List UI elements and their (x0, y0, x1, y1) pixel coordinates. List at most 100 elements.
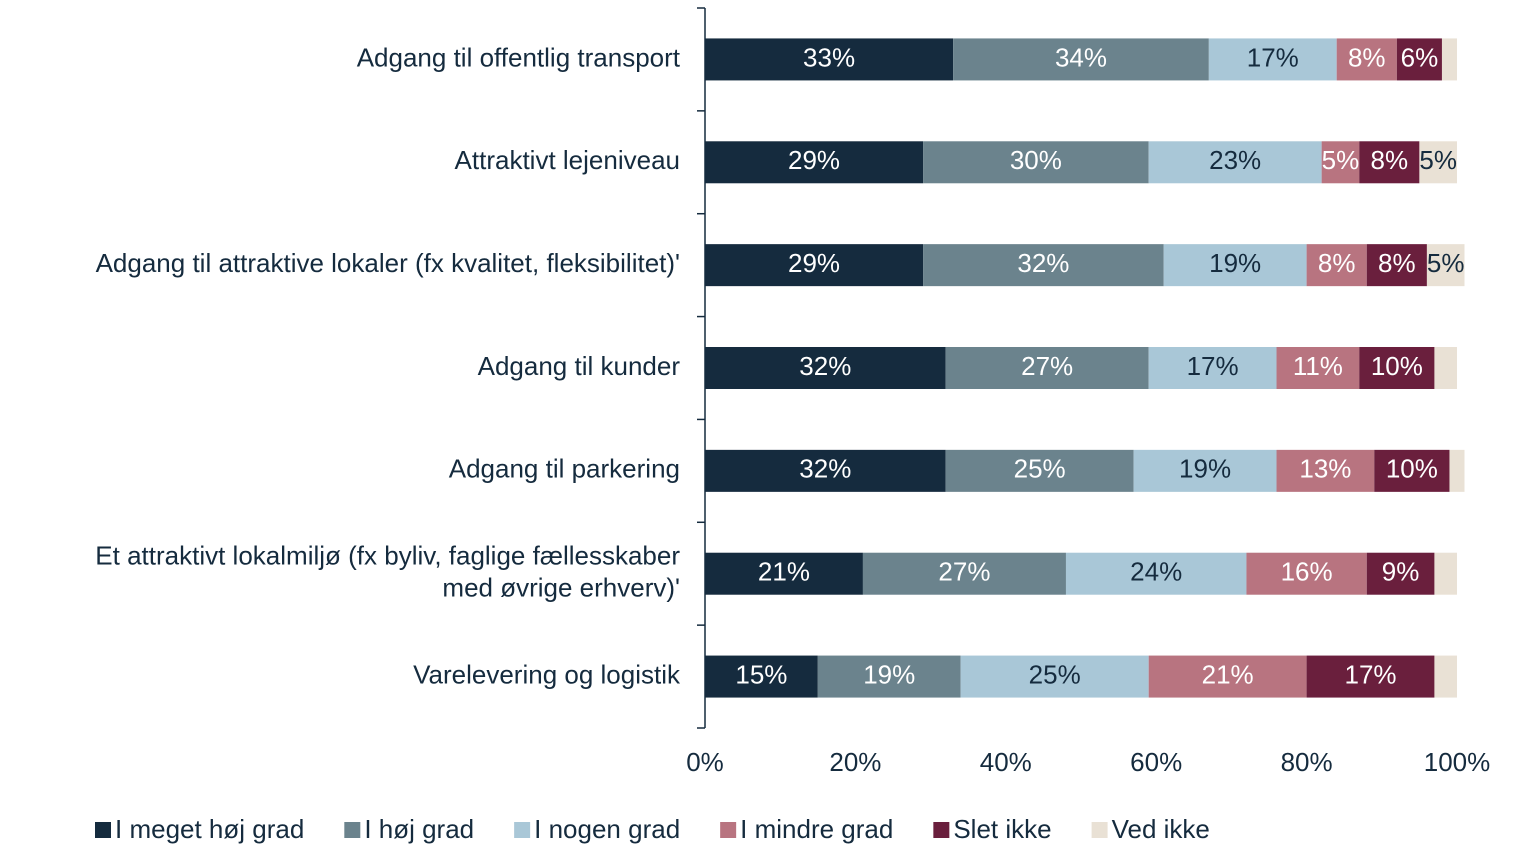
data-label: 17% (1187, 351, 1239, 381)
data-label: 6% (1401, 42, 1439, 72)
legend-label: Slet ikke (953, 814, 1051, 844)
bar-segment (1148, 141, 1322, 184)
data-label: 10% (1371, 351, 1423, 381)
category-label: Adgang til offentlig transport (357, 42, 681, 72)
x-tick-label: 0% (686, 747, 724, 777)
bar-segment (1434, 552, 1457, 595)
legend-label: I høj grad (364, 814, 474, 844)
x-tick-label: 60% (1130, 747, 1182, 777)
data-label: 5% (1419, 145, 1457, 175)
data-label: 8% (1371, 145, 1409, 175)
bar-segment (1374, 449, 1450, 492)
bar-segment (862, 552, 1066, 595)
category-label: Attraktivt lejeniveau (455, 145, 680, 175)
data-label: 11% (1293, 351, 1343, 381)
category-label: Adgang til attraktive lokaler (fx kvalit… (96, 248, 680, 278)
bar-segment (1148, 347, 1277, 389)
data-label: 5% (1427, 248, 1465, 278)
data-label: 25% (1029, 659, 1081, 689)
data-label: 27% (938, 557, 990, 587)
bar-segment (817, 655, 961, 698)
bar-segment (1359, 347, 1435, 389)
x-tick-label: 80% (1281, 747, 1333, 777)
data-label: 17% (1247, 42, 1299, 72)
bar-segment (1434, 655, 1457, 698)
bar-segment (705, 347, 946, 389)
legend-swatch (933, 822, 950, 838)
category-label: Adgang til kunder (478, 351, 681, 381)
category-label: Adgang til parkering (449, 454, 680, 484)
data-label: 23% (1209, 145, 1261, 175)
bar-segment (705, 449, 946, 492)
data-label: 34% (1055, 42, 1107, 72)
bar-segment (945, 449, 1134, 492)
data-label: 8% (1318, 248, 1356, 278)
legend-swatch (344, 822, 361, 838)
bar-segment (1321, 141, 1360, 184)
data-label: 21% (758, 557, 810, 587)
x-tick-label: 40% (980, 747, 1032, 777)
bar-segment (1366, 552, 1435, 595)
data-label: 21% (1202, 659, 1254, 689)
data-label: 32% (799, 454, 851, 484)
bar-segment (1441, 38, 1457, 81)
bar-segment (1396, 38, 1442, 81)
legend-swatch (514, 822, 531, 838)
legend-label: I nogen grad (534, 814, 680, 844)
data-label: 24% (1130, 557, 1182, 587)
data-label: 32% (1017, 248, 1069, 278)
data-label: 29% (788, 248, 840, 278)
bar-segment (1306, 244, 1367, 287)
category-label: Varelevering og logistik (413, 659, 681, 689)
bar-segment (923, 141, 1149, 184)
data-label: 8% (1378, 248, 1416, 278)
data-label: 16% (1281, 557, 1333, 587)
bar-segment (705, 244, 924, 287)
bar-segment (1065, 552, 1247, 595)
bar-segment (705, 655, 818, 698)
legend-swatch (1091, 822, 1108, 838)
data-label: 17% (1344, 659, 1396, 689)
legend-swatch (720, 822, 737, 838)
bar-segment (1419, 141, 1457, 184)
bar-segment (1449, 449, 1465, 492)
bar-segment (1336, 38, 1397, 81)
data-label: 19% (1209, 248, 1261, 278)
data-label: 30% (1010, 145, 1062, 175)
x-tick-label: 100% (1424, 747, 1491, 777)
bar-segment (1366, 244, 1427, 287)
bar-segment (1163, 244, 1307, 287)
bar-segment (945, 347, 1149, 389)
data-label: 15% (735, 659, 787, 689)
bar-segment (960, 655, 1149, 698)
data-label: 9% (1382, 557, 1420, 587)
bar-segment (1276, 347, 1360, 389)
legend-label: Ved ikke (1112, 814, 1210, 844)
bar-segment (705, 552, 863, 595)
bar-segment (1426, 244, 1465, 287)
legend-swatch (95, 822, 111, 838)
data-label: 13% (1299, 454, 1351, 484)
data-label: 33% (803, 42, 855, 72)
data-label: 5% (1322, 145, 1360, 175)
x-tick-label: 20% (829, 747, 881, 777)
bar-segment (705, 141, 924, 184)
data-label: 29% (788, 145, 840, 175)
legend-label: I mindre grad (740, 814, 893, 844)
bar-segment (1133, 449, 1277, 492)
bar-segment (1359, 141, 1420, 184)
data-label: 19% (863, 659, 915, 689)
bar-segment (1306, 655, 1435, 698)
bar-segment (1148, 655, 1307, 698)
data-label: 8% (1348, 42, 1386, 72)
data-label: 25% (1014, 454, 1066, 484)
bar-segment (1208, 38, 1337, 81)
bar-segment (1276, 449, 1375, 492)
bar-segment (923, 244, 1164, 287)
bar-segment (953, 38, 1209, 81)
data-label: 27% (1021, 351, 1073, 381)
bar-segment (1434, 347, 1457, 389)
data-label: 32% (799, 351, 851, 381)
bar-segment (705, 38, 954, 81)
